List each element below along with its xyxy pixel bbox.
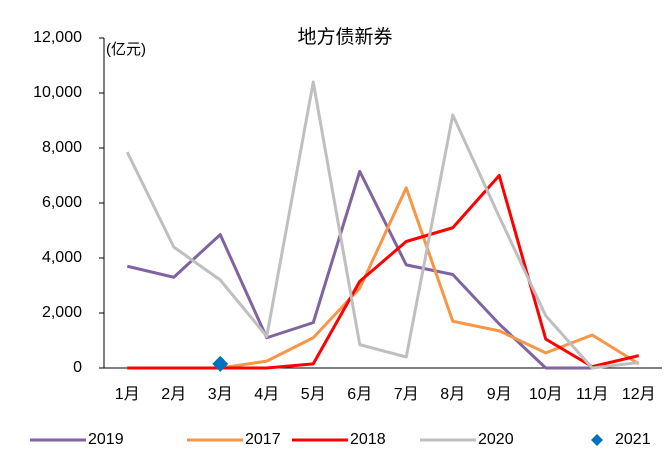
x-tick-label: 6月	[347, 386, 372, 403]
y-tick-label: 2,000	[42, 304, 82, 321]
y-axis-label: (亿元)	[106, 41, 146, 58]
x-tick-label: 1月	[115, 386, 140, 403]
legend-marker	[591, 434, 603, 446]
legend-label: 2019	[88, 431, 124, 448]
x-tick-label: 4月	[254, 386, 279, 403]
legend-label: 2020	[478, 431, 514, 448]
series-line	[125, 80, 639, 370]
y-tick-label: 12,000	[33, 29, 82, 46]
x-tick-label: 7月	[394, 386, 419, 403]
series-line	[127, 174, 640, 370]
y-tick-label: 0	[73, 359, 82, 376]
legend-label: 2021	[615, 431, 651, 448]
y-tick-label: 4,000	[42, 249, 82, 266]
y-tick-label: 6,000	[42, 194, 82, 211]
legend-label: 2017	[245, 431, 281, 448]
x-tick-label: 5月	[301, 386, 326, 403]
y-tick-label: 10,000	[33, 84, 82, 101]
x-tick-label: 10月	[529, 386, 563, 403]
x-tick-label: 12月	[622, 386, 656, 403]
x-tick-label: 2月	[161, 386, 186, 403]
legend-label: 2018	[350, 431, 386, 448]
y-tick-label: 8,000	[42, 139, 82, 156]
chart-title: 地方债新券	[297, 26, 392, 48]
x-tick-label: 9月	[487, 386, 512, 403]
data-point	[212, 355, 229, 372]
x-tick-label: 11月	[576, 386, 609, 403]
x-tick-label: 3月	[208, 386, 233, 403]
x-tick-label: 8月	[440, 386, 465, 403]
